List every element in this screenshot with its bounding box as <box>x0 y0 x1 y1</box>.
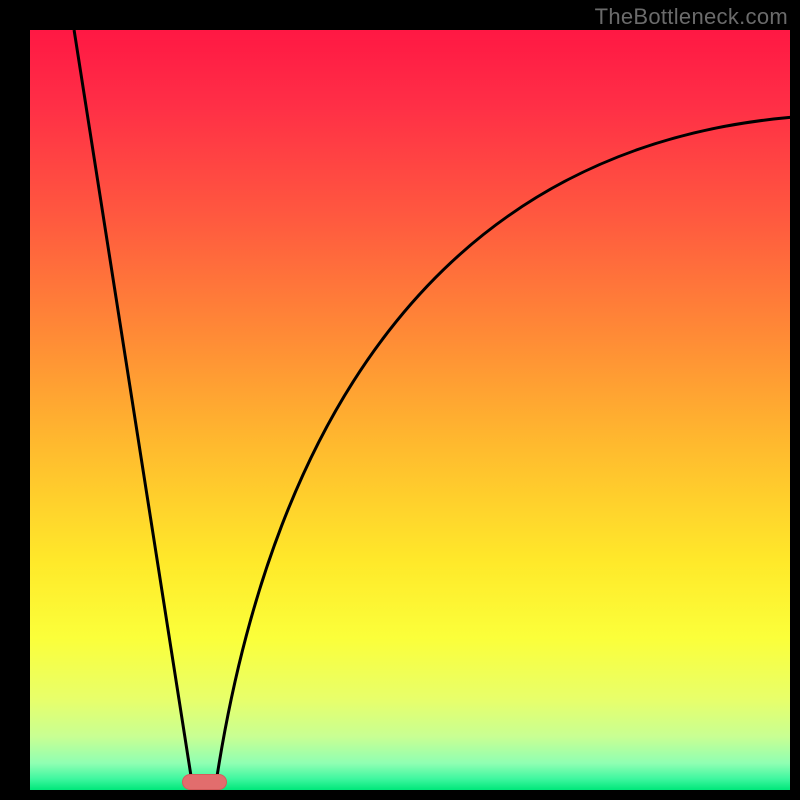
right-curve <box>216 117 790 781</box>
left-line <box>74 30 192 782</box>
curve-layer <box>30 30 790 790</box>
bottleneck-marker <box>182 774 227 790</box>
figure-container: TheBottleneck.com <box>0 0 800 800</box>
plot-area <box>30 30 790 790</box>
watermark-text: TheBottleneck.com <box>595 4 788 30</box>
